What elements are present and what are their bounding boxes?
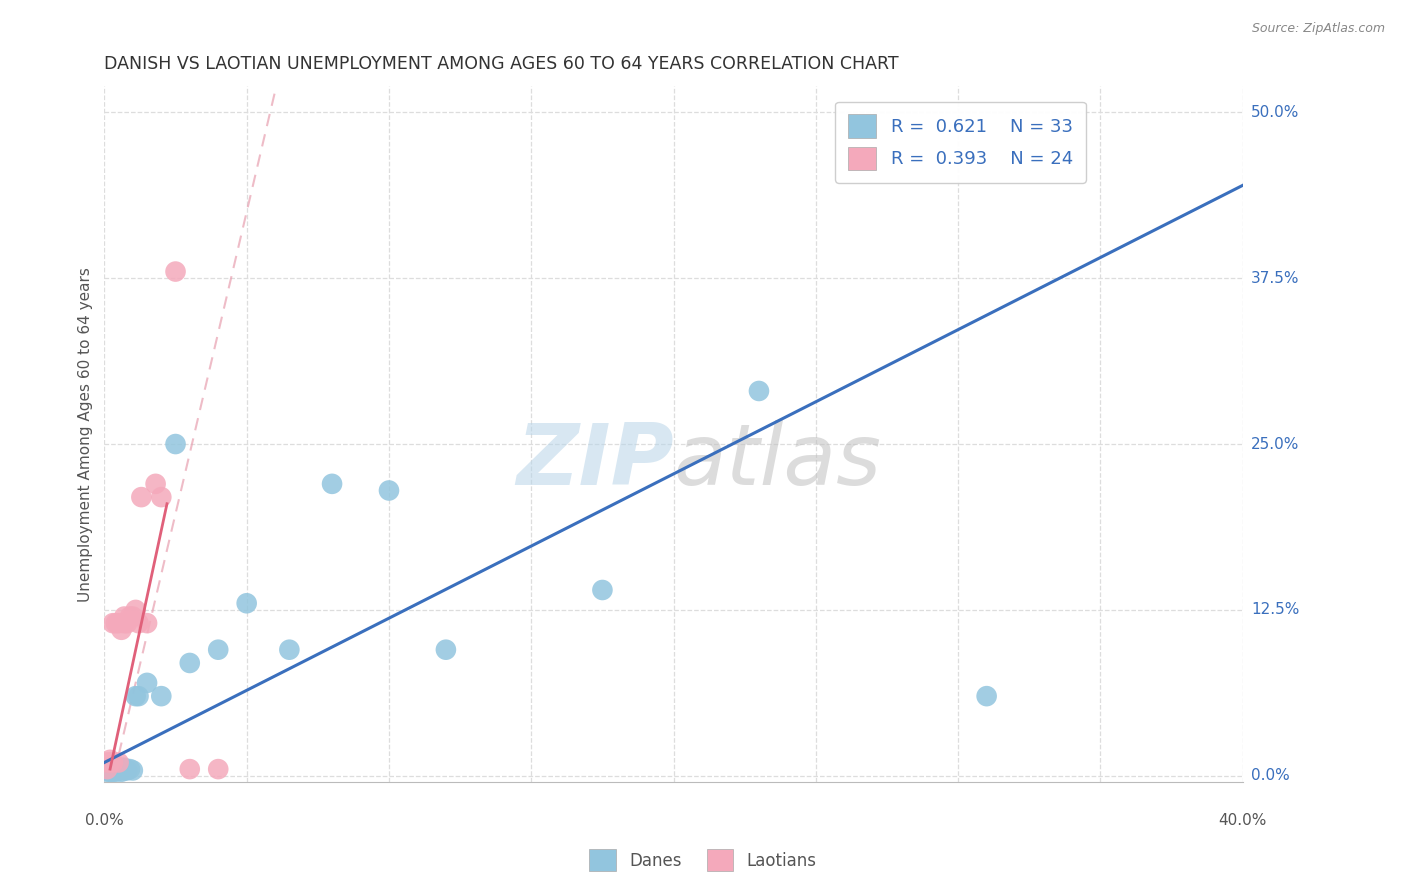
- Point: [165, 264, 187, 278]
- Point: [104, 764, 127, 779]
- Point: [104, 616, 127, 631]
- Point: [145, 476, 167, 491]
- Point: [125, 689, 148, 703]
- Point: [96, 764, 118, 778]
- Point: [976, 689, 998, 703]
- Point: [96, 762, 118, 776]
- Point: [101, 764, 124, 778]
- Point: [118, 762, 141, 776]
- Point: [96, 756, 118, 770]
- Point: [591, 582, 613, 597]
- Point: [125, 603, 148, 617]
- Point: [378, 483, 401, 498]
- Point: [150, 689, 173, 703]
- Point: [179, 656, 201, 670]
- Point: [150, 490, 173, 504]
- Text: ZIP: ZIP: [516, 420, 673, 503]
- Point: [321, 476, 343, 491]
- Point: [115, 616, 138, 631]
- Text: 0.0%: 0.0%: [1251, 768, 1289, 783]
- Point: [112, 616, 135, 631]
- Point: [128, 616, 150, 631]
- Point: [101, 764, 124, 779]
- Point: [107, 764, 129, 778]
- Point: [136, 676, 159, 690]
- Legend: Danes, Laotians: Danes, Laotians: [581, 841, 825, 880]
- Point: [112, 609, 135, 624]
- Point: [136, 616, 159, 631]
- Legend: R =  0.621    N = 33, R =  0.393    N = 24: R = 0.621 N = 33, R = 0.393 N = 24: [835, 102, 1085, 183]
- Text: Source: ZipAtlas.com: Source: ZipAtlas.com: [1251, 22, 1385, 36]
- Point: [101, 761, 124, 775]
- Y-axis label: Unemployment Among Ages 60 to 64 years: Unemployment Among Ages 60 to 64 years: [79, 267, 93, 601]
- Point: [748, 384, 770, 398]
- Point: [165, 437, 187, 451]
- Point: [434, 642, 457, 657]
- Point: [107, 762, 129, 776]
- Point: [118, 609, 141, 624]
- Text: 50.0%: 50.0%: [1251, 105, 1299, 120]
- Point: [107, 616, 129, 631]
- Text: 25.0%: 25.0%: [1251, 436, 1299, 451]
- Point: [128, 689, 150, 703]
- Point: [112, 761, 135, 775]
- Text: 0.0%: 0.0%: [84, 813, 124, 828]
- Text: DANISH VS LAOTIAN UNEMPLOYMENT AMONG AGES 60 TO 64 YEARS CORRELATION CHART: DANISH VS LAOTIAN UNEMPLOYMENT AMONG AGE…: [104, 55, 898, 73]
- Point: [98, 764, 121, 779]
- Text: 40.0%: 40.0%: [1219, 813, 1267, 828]
- Point: [121, 764, 143, 778]
- Point: [101, 616, 124, 631]
- Point: [278, 642, 301, 657]
- Point: [98, 753, 121, 767]
- Point: [101, 756, 124, 770]
- Point: [98, 762, 121, 776]
- Point: [207, 642, 229, 657]
- Point: [96, 764, 118, 779]
- Text: 37.5%: 37.5%: [1251, 270, 1299, 285]
- Point: [207, 762, 229, 776]
- Point: [98, 756, 121, 770]
- Point: [110, 761, 132, 775]
- Point: [131, 490, 153, 504]
- Point: [107, 756, 129, 770]
- Text: 12.5%: 12.5%: [1251, 602, 1299, 617]
- Point: [110, 623, 132, 637]
- Point: [110, 764, 132, 779]
- Point: [179, 762, 201, 776]
- Point: [112, 764, 135, 778]
- Point: [104, 762, 127, 776]
- Point: [235, 596, 257, 610]
- Text: atlas: atlas: [673, 420, 882, 503]
- Point: [115, 764, 138, 778]
- Point: [121, 609, 143, 624]
